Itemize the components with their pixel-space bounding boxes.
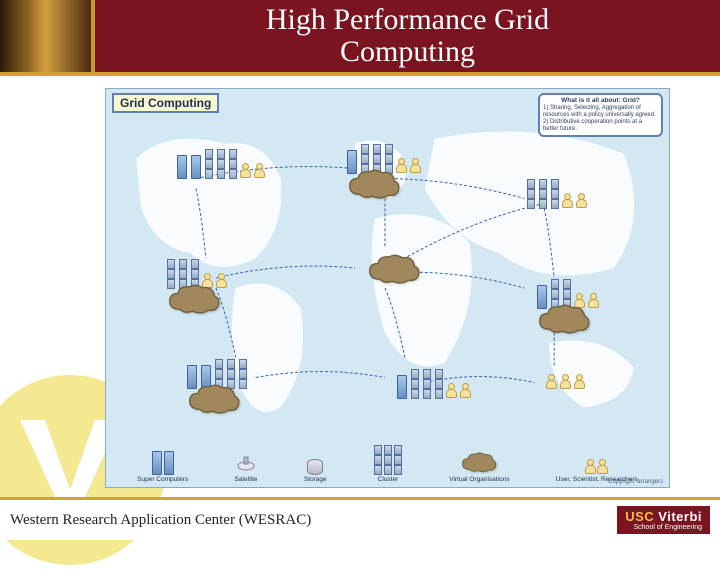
grid-cluster-4 bbox=[366, 259, 422, 292]
diagram-copyright: Copyright: arrangers bbox=[608, 479, 663, 485]
grid-cluster-6 bbox=[186, 359, 248, 422]
legend-item-cluster: Cluster bbox=[373, 449, 403, 484]
grid-cluster-1 bbox=[346, 144, 422, 207]
info-box-title: What is it all about: Grid? bbox=[543, 97, 658, 104]
grid-cluster-7 bbox=[396, 369, 472, 399]
diagram-legend: Super Computers Satellite Storage Cluster Vi… bbox=[106, 433, 669, 483]
legend-label: Virtual Organisations bbox=[449, 477, 509, 484]
title-line-1: High Performance Grid bbox=[266, 3, 549, 36]
legend-icon-people bbox=[585, 449, 609, 475]
legend-item-towers: Super Computers bbox=[137, 449, 188, 484]
diagram-title-box: Grid Computing bbox=[112, 93, 219, 113]
legend-icon-cloud bbox=[460, 449, 498, 475]
legend-label: Storage bbox=[304, 477, 327, 484]
title-line-2: Computing bbox=[340, 35, 475, 68]
legend-label: Cluster bbox=[378, 477, 399, 484]
header-decorative-image bbox=[0, 0, 95, 72]
logo-viterbi: Viterbi bbox=[658, 509, 702, 524]
logo-usc: USC bbox=[625, 509, 654, 524]
legend-icon-satellite bbox=[235, 449, 257, 475]
legend-icon-towers bbox=[151, 449, 175, 475]
slide-header: High Performance Grid Computing bbox=[0, 0, 720, 78]
legend-icon-cluster bbox=[373, 449, 403, 475]
info-box-line-1: 1) Sharing, Selecting, Aggregation of re… bbox=[543, 105, 658, 119]
usc-viterbi-logo: USC Viterbi School of Engineering bbox=[617, 506, 710, 534]
legend-item-satellite: Satellite bbox=[234, 449, 257, 484]
legend-item-people: User, Scientist, Researchers bbox=[556, 449, 638, 484]
legend-icon-storage bbox=[307, 449, 323, 475]
legend-label: Satellite bbox=[234, 477, 257, 484]
grid-cluster-8 bbox=[546, 374, 586, 390]
grid-cluster-0 bbox=[176, 149, 266, 179]
legend-label: Super Computers bbox=[137, 477, 188, 484]
grid-computing-diagram: Grid Computing What is it all about: Gri… bbox=[105, 88, 670, 488]
diagram-info-box: What is it all about: Grid? 1) Sharing, … bbox=[538, 93, 663, 137]
slide-title: High Performance Grid Computing bbox=[95, 4, 720, 68]
footer-organization: Western Research Application Center (WES… bbox=[10, 512, 311, 529]
grid-cluster-3 bbox=[166, 259, 228, 322]
slide-footer: Western Research Application Center (WES… bbox=[0, 500, 720, 540]
grid-cluster-5 bbox=[536, 279, 600, 342]
header-gold-divider bbox=[0, 72, 720, 76]
info-box-line-2: 2) Distributive cooperation points at a … bbox=[543, 119, 658, 133]
grid-cluster-2 bbox=[526, 179, 588, 209]
logo-subtitle: School of Engineering bbox=[634, 524, 703, 531]
legend-item-cloud: Virtual Organisations bbox=[449, 449, 509, 484]
legend-item-storage: Storage bbox=[304, 449, 327, 484]
